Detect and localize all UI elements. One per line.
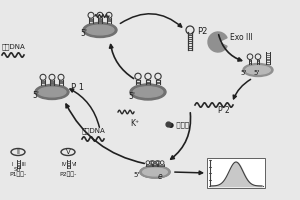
Text: SH: SH — [14, 167, 22, 172]
Ellipse shape — [86, 25, 114, 35]
Text: 5': 5' — [253, 70, 259, 76]
Ellipse shape — [140, 166, 170, 178]
Text: P1探针-: P1探针- — [9, 171, 27, 177]
Text: P2探针-: P2探针- — [59, 171, 77, 177]
Text: VI: VI — [72, 162, 77, 167]
Ellipse shape — [130, 84, 166, 100]
Text: K⁺: K⁺ — [130, 119, 139, 128]
Ellipse shape — [140, 166, 170, 178]
Wedge shape — [208, 32, 227, 52]
Text: 目标DNA: 目标DNA — [82, 127, 106, 134]
Text: e: e — [158, 172, 163, 181]
Text: 5': 5' — [32, 91, 39, 100]
Ellipse shape — [143, 168, 167, 176]
Text: 5': 5' — [80, 29, 87, 38]
Text: 5': 5' — [133, 172, 139, 178]
Ellipse shape — [246, 66, 270, 74]
Ellipse shape — [243, 64, 273, 76]
Ellipse shape — [83, 22, 117, 38]
Text: V: V — [66, 149, 70, 155]
Text: IV: IV — [62, 162, 68, 167]
Ellipse shape — [133, 87, 163, 97]
Text: P 2: P 2 — [218, 106, 230, 115]
Text: II: II — [16, 149, 20, 155]
Text: ● 血红素: ● 血红素 — [168, 121, 189, 128]
Text: P2: P2 — [197, 27, 207, 36]
Ellipse shape — [143, 168, 167, 176]
Text: 目标DNA: 目标DNA — [2, 43, 26, 50]
Ellipse shape — [35, 84, 69, 99]
FancyBboxPatch shape — [207, 158, 265, 188]
Text: I: I — [12, 162, 14, 167]
Ellipse shape — [38, 87, 66, 97]
Text: Exo III: Exo III — [230, 33, 253, 42]
Text: 5': 5' — [240, 70, 246, 76]
Text: III: III — [22, 162, 27, 167]
Text: 5': 5' — [128, 92, 135, 101]
Text: P 1: P 1 — [71, 83, 84, 92]
